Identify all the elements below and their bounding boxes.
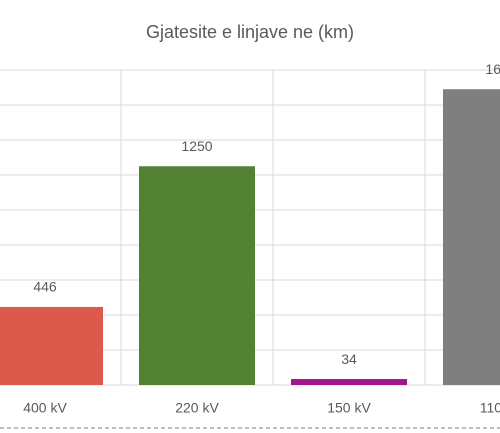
data-label: 1690 bbox=[485, 61, 500, 77]
x-tick-label: 150 kV bbox=[327, 400, 371, 416]
bar bbox=[443, 89, 500, 385]
data-label: 34 bbox=[341, 351, 357, 367]
x-tick-label: 220 kV bbox=[175, 400, 219, 416]
bar bbox=[291, 379, 407, 385]
data-label: 446 bbox=[33, 279, 57, 295]
bar bbox=[139, 166, 255, 385]
chart-title: Gjatesite e linjave ne (km) bbox=[146, 22, 354, 42]
bar bbox=[0, 306, 103, 385]
x-tick-label: 400 kV bbox=[23, 400, 67, 416]
x-tick-label: 110 kV bbox=[480, 400, 500, 416]
data-label: 1250 bbox=[181, 138, 212, 154]
